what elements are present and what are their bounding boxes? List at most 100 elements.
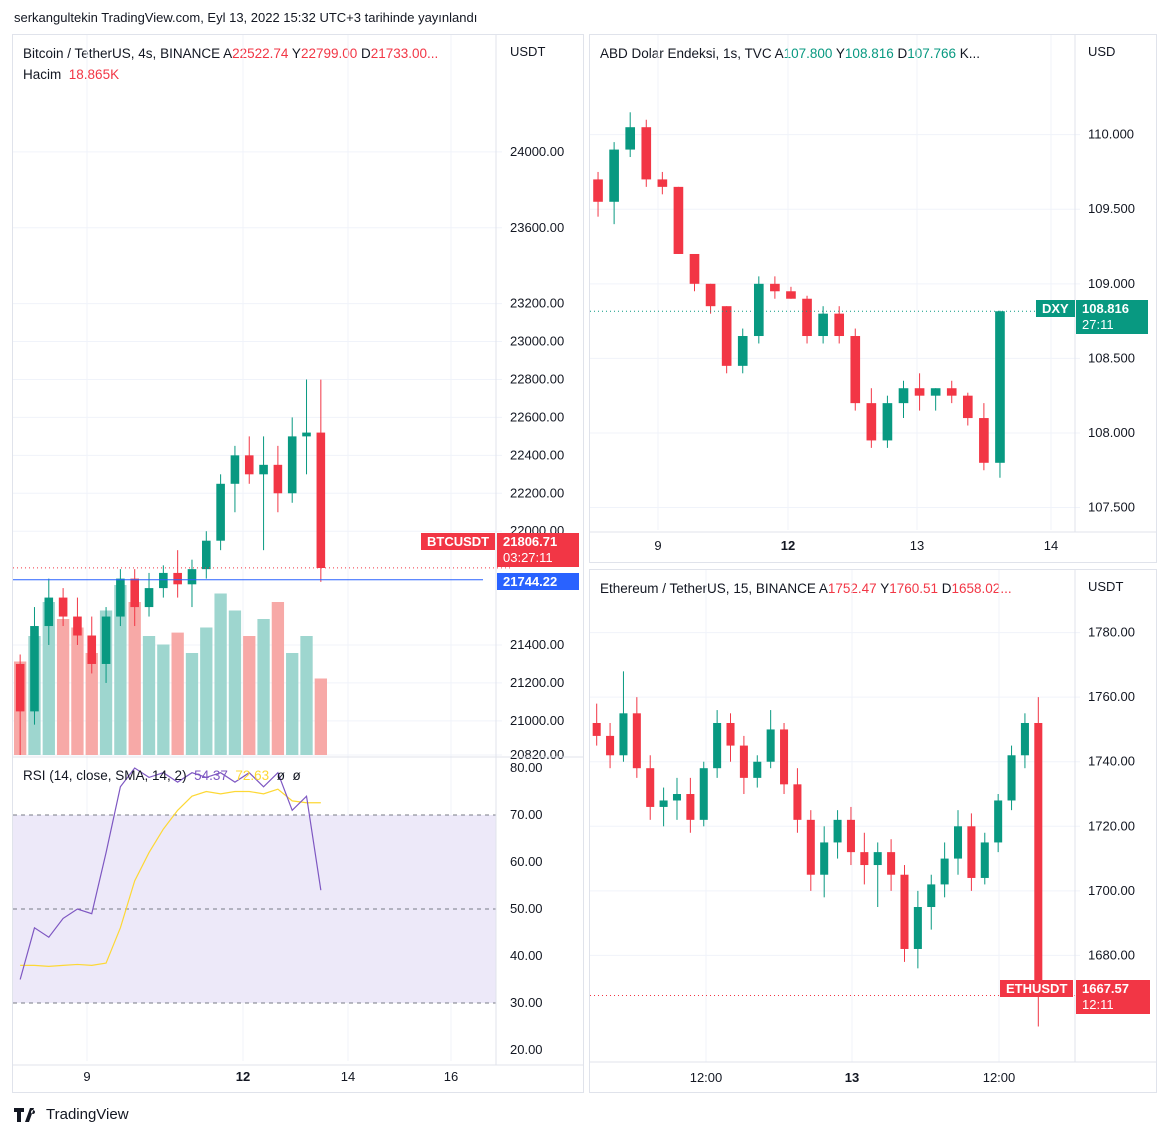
btc-volume-bar [85, 653, 98, 755]
btc-volume-value: 18.865K [68, 67, 120, 82]
btc-volume-bar [157, 644, 170, 755]
eth-candle-body [806, 819, 815, 875]
eth-time-tick: 12:00 [983, 1070, 1016, 1085]
eth-candle-body [739, 745, 748, 778]
eth-chart-svg[interactable]: 1780.00 1760.00 1740.00 1720.00 1700.00 1680.… [590, 570, 1156, 1092]
btc-volume-bar [171, 632, 184, 755]
btc-volume-bar [142, 636, 156, 755]
dxy-candle-body [802, 298, 812, 337]
btc-candle-body [244, 455, 254, 475]
dxy-candle-body [866, 403, 877, 441]
btc-d-label: D [357, 46, 371, 61]
eth-candle-body [780, 729, 789, 785]
tradingview-footer[interactable]: TradingView [14, 1106, 129, 1123]
eth-last-price: 1667.57 [1082, 981, 1129, 996]
btc-volume-bar [128, 602, 141, 755]
btc-volume-legend: Hacim 18.865K [23, 67, 119, 82]
dxy-a-label: A [774, 46, 784, 61]
btc-volume-bar [200, 627, 213, 755]
dxy-price-tick: 108.000 [1088, 425, 1135, 440]
btc-candle-body [130, 578, 139, 608]
btc-legend-title: Bitcoin / TetherUS, 4s, BINANCE A22522.7… [23, 46, 438, 61]
eth-candle-body [606, 735, 615, 756]
btc-chart-panel[interactable]: Bitcoin / TetherUS, 4s, BINANCE A22522.7… [12, 34, 584, 1093]
dxy-price-tick: 109.000 [1088, 276, 1135, 291]
btc-price-tick: 21400.00 [510, 637, 564, 652]
eth-candle-body [967, 826, 976, 878]
rsi-tick: 30.00 [510, 995, 543, 1010]
dxy-last-price: 108.816 [1082, 301, 1129, 316]
eth-candle-body [994, 800, 1003, 843]
rsi-line [19, 767, 322, 980]
btc-chart-svg[interactable]: 24000.00 23600.00 23200.00 23000.00 22800.00… [13, 35, 583, 1092]
eth-candle-body [860, 852, 869, 866]
eth-candle-body [592, 722, 601, 736]
dxy-chart-svg[interactable]: 110.000 109.500 109.000 108.500 108.000 107.5… [590, 35, 1156, 562]
eth-time-tick: 13 [845, 1070, 859, 1085]
eth-candle-body [646, 768, 655, 807]
rsi-value: 54.37 [194, 768, 228, 783]
dxy-price-tick: 107.500 [1088, 500, 1135, 515]
dxy-candle-body [689, 253, 700, 284]
btc-candle-body [273, 464, 283, 494]
dxy-time-tick: 13 [910, 538, 924, 553]
btc-volume-bar [286, 653, 299, 755]
btc-candle-body [287, 436, 297, 494]
eth-candle-body [846, 819, 855, 853]
eth-d-label: D [938, 581, 952, 596]
dxy-price-tick: 108.500 [1088, 350, 1135, 365]
eth-candle-body [900, 874, 909, 949]
btc-candle-body [216, 483, 225, 541]
btc-candle-body [30, 626, 39, 712]
eth-candle-body [699, 768, 708, 820]
btc-volume-bar [314, 678, 327, 755]
btc-y-value: 22799.00 [300, 46, 358, 61]
dxy-candle-body [609, 149, 619, 202]
eth-candle-body [686, 794, 695, 820]
btc-candle-body [173, 572, 182, 585]
eth-candle-body [954, 826, 963, 859]
eth-price-tick: 1780.00 [1088, 625, 1135, 640]
rsi-sma-value: 72.63 [235, 768, 270, 783]
eth-currency-label: USDT [1088, 579, 1124, 594]
rsi-tick: 40.00 [510, 948, 543, 963]
eth-candle-body [632, 713, 641, 769]
eth-candle-body [619, 713, 628, 756]
btc-time-tick: 14 [341, 1069, 355, 1084]
eth-chart-panel[interactable]: Ethereum / TetherUS, 15, BINANCE A1752.4… [589, 569, 1157, 1093]
dxy-candle-body [946, 388, 957, 396]
dxy-candle-body [625, 127, 636, 150]
dxy-d-label: D [893, 46, 908, 61]
dxy-symbol-label: ABD Dolar Endeksi, 1s, TVC [600, 46, 775, 61]
eth-a-label: A [818, 581, 828, 596]
dxy-candle-body [673, 186, 684, 254]
dxy-candle-body [850, 336, 861, 404]
btc-time-tick: 12 [236, 1069, 250, 1084]
btc-candle-body [144, 588, 154, 608]
btc-candle-body [259, 464, 268, 475]
tradingview-logo-icon [14, 1107, 36, 1122]
btc-volume-bar [257, 619, 270, 755]
btc-price-tick: 23200.00 [510, 296, 564, 311]
btc-volume-label: Hacim [23, 67, 62, 82]
btc-candle-body [15, 663, 25, 712]
eth-candle-body [726, 722, 735, 746]
rsi-tick: 20.00 [510, 1042, 543, 1057]
dxy-candle-body [786, 291, 796, 299]
eth-candle-body [672, 794, 681, 801]
dxy-candle-body [995, 311, 1005, 463]
eth-symbol-label: Ethereum / TetherUS, 15, BINANCE [600, 581, 819, 596]
rsi-title: RSI (14, close, SMA, 14, 2) [23, 768, 187, 783]
dxy-candle-body [705, 283, 716, 307]
rsi-sma-line [20, 788, 321, 967]
dxy-chart-panel[interactable]: ABD Dolar Endeksi, 1s, TVC A107.800 Y108… [589, 34, 1157, 563]
btc-currency-label: USDT [510, 44, 546, 59]
btc-price-tick: 22600.00 [510, 409, 564, 424]
btc-candle-body [316, 432, 326, 568]
dxy-candle-body [753, 283, 764, 337]
eth-candle-body [913, 907, 922, 949]
rsi-tick: 80.00 [510, 760, 543, 775]
btc-a-label: A [223, 46, 233, 61]
btc-last-price: 21806.71 [503, 534, 558, 549]
btc-volume-bar [214, 593, 227, 755]
